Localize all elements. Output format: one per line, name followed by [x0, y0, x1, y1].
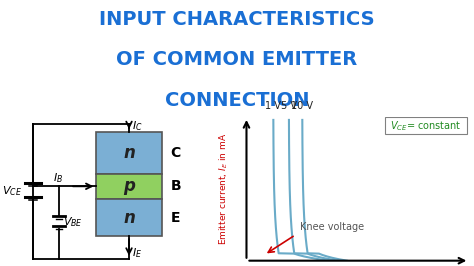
Bar: [96, 199, 162, 236]
Bar: [384, 117, 467, 134]
Text: n: n: [123, 144, 135, 162]
Text: $V_{BE}$: $V_{BE}$: [63, 215, 82, 229]
Text: $I_B$: $I_B$: [53, 171, 63, 185]
Text: C: C: [171, 146, 181, 160]
Text: 10 V: 10 V: [291, 101, 313, 111]
Bar: [96, 132, 162, 174]
Text: 1 V: 1 V: [265, 101, 281, 111]
Text: B: B: [171, 179, 181, 193]
Text: INPUT CHARACTERISTICS: INPUT CHARACTERISTICS: [99, 10, 375, 28]
Text: CONNECTION: CONNECTION: [165, 91, 309, 110]
Text: 5 V: 5 V: [281, 101, 297, 111]
Text: $V_{CE}$= constant: $V_{CE}$= constant: [390, 119, 462, 132]
Text: $I_E$: $I_E$: [132, 246, 143, 260]
Text: Knee voltage: Knee voltage: [300, 222, 364, 232]
Text: Emitter current, $I_E$ in mA: Emitter current, $I_E$ in mA: [218, 133, 230, 245]
Text: E: E: [171, 211, 180, 225]
Text: $I_C$: $I_C$: [132, 119, 143, 133]
Bar: [96, 174, 162, 199]
Text: OF COMMON EMITTER: OF COMMON EMITTER: [117, 50, 357, 69]
Text: $V_{CE}$: $V_{CE}$: [2, 185, 22, 198]
Text: p: p: [123, 177, 135, 195]
Text: n: n: [123, 209, 135, 227]
